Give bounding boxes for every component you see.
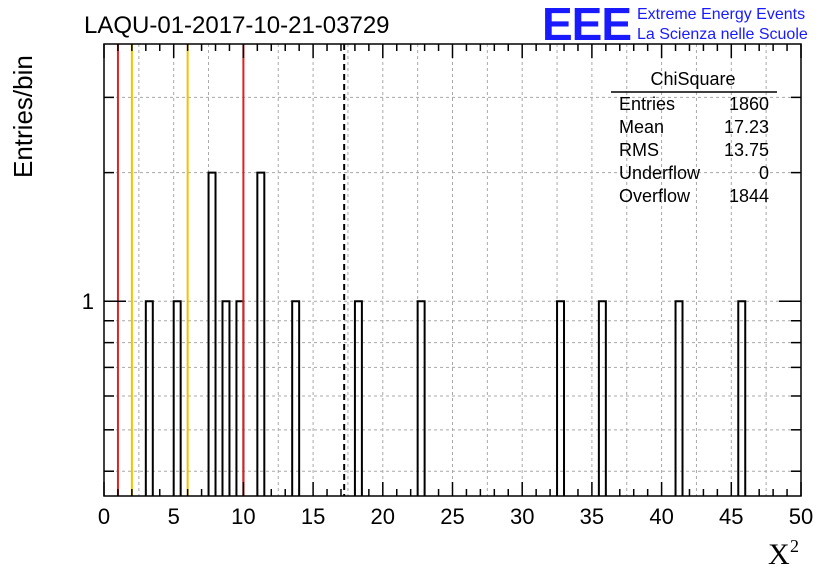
histogram-bar xyxy=(353,300,363,496)
x-tick-label: 45 xyxy=(719,504,743,529)
stats-box: ChiSquare Entries 1860 Mean 17.23 RMS 13.75 Un… xyxy=(611,69,777,206)
histogram-bar xyxy=(221,300,231,496)
stats-row-label: Entries xyxy=(619,94,675,114)
stats-row-value: 13.75 xyxy=(724,140,769,160)
chart-title: LAQU-01-2017-10-21-03729 xyxy=(84,12,390,39)
x-tick-label: 25 xyxy=(440,504,464,529)
x-tick-label: 35 xyxy=(580,504,604,529)
stats-rows: Entries 1860 Mean 17.23 RMS 13.75 Underflow 0 Ov… xyxy=(619,94,769,206)
y-axis-label: Entries/bin xyxy=(8,55,38,178)
histogram-bars xyxy=(144,171,747,496)
logo-line-2: La Scienza nelle Scuole xyxy=(637,26,808,43)
histogram-bar xyxy=(291,300,301,496)
stats-row-label: RMS xyxy=(619,140,659,160)
threshold-lines xyxy=(116,44,346,496)
y-tick-labels: 1 xyxy=(82,289,94,314)
histogram-bar xyxy=(556,300,566,496)
stats-title: ChiSquare xyxy=(650,69,735,89)
x-tick-label: 40 xyxy=(649,504,673,529)
x-tick-label: 5 xyxy=(168,504,180,529)
stats-row-value: 1860 xyxy=(729,94,769,114)
stats-row-value: 1844 xyxy=(729,186,769,206)
histogram-bar xyxy=(674,300,684,496)
stats-row-value: 17.23 xyxy=(724,117,769,137)
grid-lines xyxy=(104,44,801,496)
histogram-bar xyxy=(256,171,266,496)
y-tick-label: 1 xyxy=(82,289,94,314)
histogram-bar xyxy=(172,300,182,496)
histogram-bar xyxy=(144,300,154,496)
logo-line-1: Extreme Energy Events xyxy=(637,6,805,23)
x-axis-label: X 2 xyxy=(768,536,799,571)
histogram-bar xyxy=(416,300,426,496)
x-axis-label-superscript: 2 xyxy=(790,536,799,556)
x-axis-label-base: X xyxy=(768,538,790,571)
x-tick-label: 15 xyxy=(301,504,325,529)
x-tick-label: 10 xyxy=(231,504,255,529)
histogram-bar xyxy=(737,300,747,496)
histogram-bar xyxy=(235,300,245,496)
histogram-bar xyxy=(597,300,607,496)
x-tick-label: 20 xyxy=(371,504,395,529)
histogram-bar xyxy=(207,171,217,496)
x-tick-label: 30 xyxy=(510,504,534,529)
eee-logo: EEE Extreme Energy Events La Scienza nel… xyxy=(542,0,808,50)
stats-row-label: Mean xyxy=(619,117,664,137)
stats-row-label: Overflow xyxy=(619,186,691,206)
x-tick-label: 50 xyxy=(789,504,813,529)
x-tick-labels: 0 5 10 15 20 25 30 35 40 45 50 xyxy=(98,504,813,529)
axes xyxy=(103,43,802,497)
stats-row-label: Underflow xyxy=(619,163,701,183)
logo-mark: EEE xyxy=(542,0,631,50)
stats-row-value: 0 xyxy=(759,163,769,183)
x-tick-label: 0 xyxy=(98,504,110,529)
